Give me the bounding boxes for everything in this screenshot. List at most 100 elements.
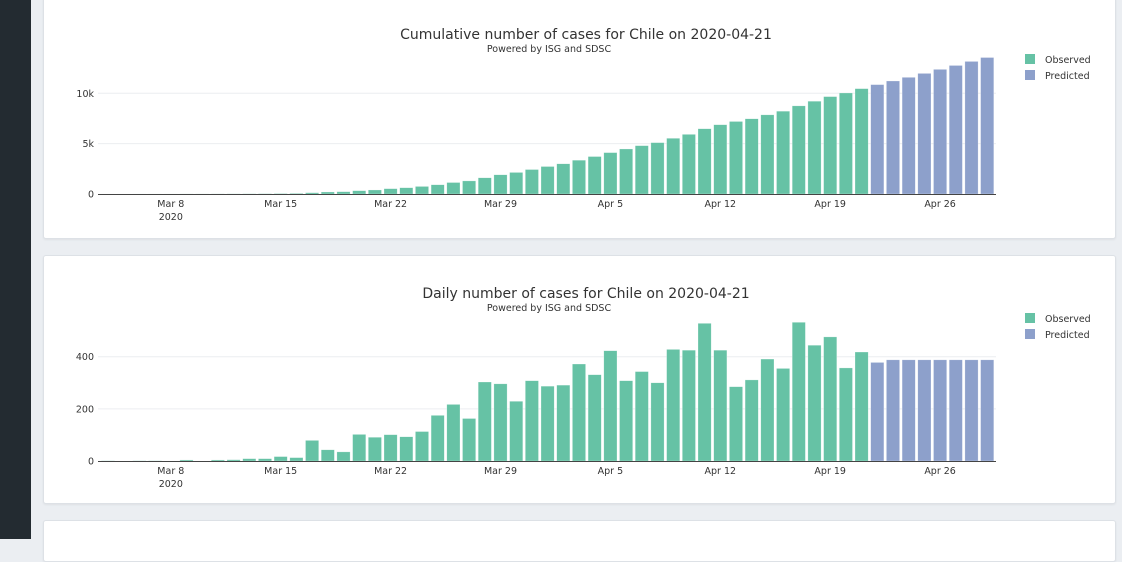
bar-observed [399, 436, 414, 462]
bar-predicted [886, 80, 900, 195]
bar-observed [430, 415, 445, 462]
bar-observed [666, 349, 681, 462]
bar-observed [682, 134, 696, 195]
bar-observed [634, 145, 649, 195]
bar-observed [320, 449, 335, 462]
bar-observed [352, 190, 367, 195]
bar-observed [289, 193, 304, 195]
bar-observed [493, 174, 508, 195]
bar-observed [273, 456, 288, 462]
x-tick-label: Mar 29 [484, 466, 517, 477]
bar-predicted [948, 65, 963, 195]
bar-observed [556, 163, 571, 195]
bar-predicted [917, 73, 932, 195]
legend-swatch-predicted [1025, 70, 1035, 80]
x-tick-label: Mar 29 [484, 199, 517, 210]
x-tick-label: Mar 8 [157, 199, 184, 210]
bar-observed [493, 383, 508, 462]
bar-observed [462, 418, 476, 462]
x-tick-label: Mar 8 [157, 466, 184, 477]
legend-swatch-observed [1025, 54, 1035, 64]
bar-observed [572, 363, 586, 462]
x-tick-label: Mar 15 [264, 466, 297, 477]
bar-observed [179, 459, 194, 462]
cumulative-cases-chart: Cumulative number of cases for Chile on … [76, 27, 1091, 223]
bar-observed [776, 368, 790, 462]
bar-observed [211, 459, 225, 462]
bar-observed [791, 105, 806, 195]
bar-observed [368, 189, 382, 195]
bar-observed [462, 180, 476, 195]
y-tick-label: 5k [82, 139, 94, 150]
bar-observed [226, 459, 241, 462]
x-tick-label: Mar 22 [374, 199, 407, 210]
bar-predicted [980, 57, 995, 195]
bar-observed [477, 381, 492, 462]
bar-observed [650, 142, 665, 195]
bar-observed [839, 367, 853, 462]
bar-observed [807, 100, 822, 195]
bar-observed [619, 148, 633, 195]
bar-observed [760, 114, 775, 195]
bar-observed [776, 110, 790, 195]
bar-observed [352, 434, 367, 462]
bar-observed [619, 380, 633, 462]
bar-predicted [886, 359, 900, 462]
bar-observed [744, 118, 759, 195]
bar-predicted [901, 359, 916, 462]
bar-observed [430, 184, 445, 195]
bar-observed [729, 121, 743, 195]
bar-observed [540, 385, 555, 462]
bar-observed [446, 182, 461, 195]
x-tick-label: Apr 26 [924, 466, 956, 477]
y-tick-label: 400 [76, 352, 94, 363]
x-tick-label: Apr 19 [814, 199, 846, 210]
legend-swatch-observed [1025, 313, 1035, 323]
bar-observed [603, 152, 618, 195]
bar-observed [525, 169, 539, 195]
bar-observed [791, 322, 806, 462]
bar-observed [556, 384, 571, 462]
bar-observed [760, 358, 775, 462]
x-tick-year: 2020 [159, 479, 183, 490]
bar-observed [383, 188, 398, 195]
bar-observed [823, 336, 838, 462]
bar-observed [603, 350, 618, 462]
bar-observed [744, 379, 759, 462]
bar-observed [587, 156, 602, 195]
bar-observed [305, 440, 319, 462]
bar-predicted [933, 69, 947, 195]
x-tick-label: Apr 12 [705, 466, 737, 477]
bar-observed [258, 458, 272, 462]
bar-observed [336, 451, 351, 462]
bar-observed [634, 371, 649, 462]
bar-observed [839, 92, 853, 195]
bar-predicted [901, 77, 916, 195]
bar-observed [854, 351, 869, 462]
bar-observed [320, 191, 335, 195]
bar-observed [807, 344, 822, 462]
bar-observed [525, 380, 539, 462]
bar-observed [289, 457, 304, 462]
sidebar [0, 0, 31, 539]
daily-cases-chart: Daily number of cases for Chile on 2020-… [76, 286, 1091, 490]
legend-swatch-predicted [1025, 329, 1035, 339]
bar-predicted [917, 359, 932, 462]
chart-title: Daily number of cases for Chile on 2020-… [422, 286, 749, 302]
y-tick-label: 0 [88, 190, 94, 201]
bar-observed [729, 386, 743, 462]
bar-observed [446, 404, 461, 462]
bar-observed [650, 382, 665, 462]
y-tick-label: 10k [76, 89, 94, 100]
bar-observed [415, 186, 429, 195]
bar-predicted [870, 84, 885, 195]
bar-observed [399, 187, 414, 195]
bar-observed [383, 434, 398, 462]
chart-subtitle: Powered by ISG and SDSC [487, 303, 612, 314]
y-tick-label: 200 [76, 404, 94, 415]
x-tick-label: Apr 5 [598, 466, 624, 477]
bar-observed [415, 431, 429, 462]
legend-label-observed: Observed [1045, 314, 1091, 325]
legend-label-observed: Observed [1045, 55, 1091, 66]
bar-observed [242, 458, 257, 462]
